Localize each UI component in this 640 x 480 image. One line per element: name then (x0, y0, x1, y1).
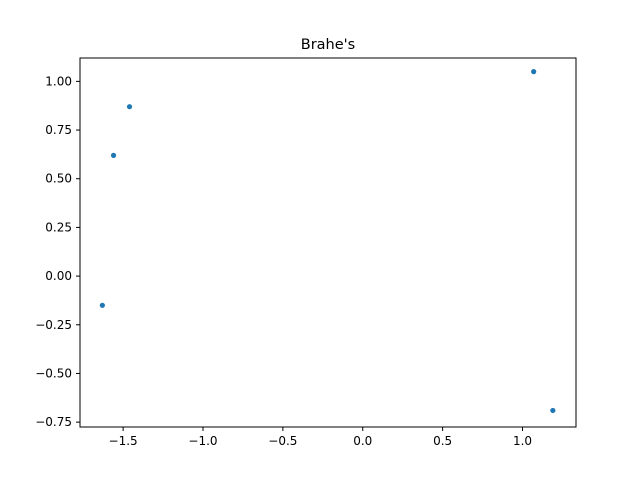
y-tick-label: 0.50 (45, 172, 72, 186)
plot-frame (79, 57, 577, 428)
x-tick-label: −1.5 (109, 434, 138, 448)
x-tick-label: 1.0 (513, 434, 532, 448)
x-tick-label: 0.5 (433, 434, 452, 448)
y-axis: −0.75 −0.50 −0.25 0.00 0.25 0.50 0.75 1.00 (35, 74, 80, 429)
scatter-point (99, 302, 105, 308)
scatter-point (531, 69, 537, 75)
y-tick-label: −0.75 (35, 415, 72, 429)
scatter-point (110, 152, 117, 158)
x-axis: −1.5 −1.0 −0.5 0.0 0.5 1.0 (109, 427, 532, 448)
y-tick-label: 0.25 (45, 220, 72, 234)
plot-area (80, 58, 576, 427)
y-tick-label: −0.50 (35, 366, 72, 380)
chart-title: Brahe's (301, 37, 355, 53)
data-points (99, 69, 556, 414)
scatter-point (126, 104, 133, 110)
x-tick-label: −0.5 (268, 434, 297, 448)
y-tick-label: −0.25 (35, 318, 72, 332)
scatter-point (550, 407, 556, 414)
x-tick-label: 0.0 (353, 434, 372, 448)
y-tick-label: 1.00 (45, 74, 72, 88)
y-tick-label: 0.00 (45, 269, 72, 283)
y-tick-label: 0.75 (45, 123, 72, 137)
x-tick-label: −1.0 (188, 434, 217, 448)
